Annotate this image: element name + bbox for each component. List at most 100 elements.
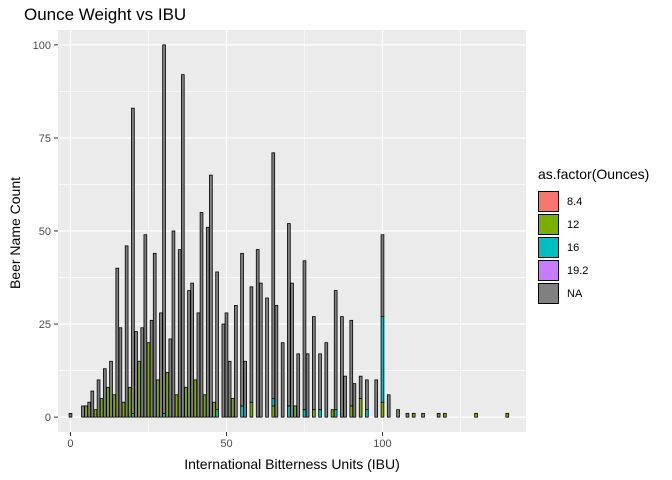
- bar-NA: [234, 305, 238, 418]
- bar-12: [474, 412, 478, 418]
- bar-NA: [280, 342, 285, 418]
- bar-NA: [199, 211, 204, 418]
- y-tick-label: 25: [39, 319, 51, 331]
- bar-12: [184, 386, 188, 418]
- bar-NA: [240, 252, 244, 407]
- bar-12: [349, 405, 354, 418]
- bar-16: [318, 409, 322, 418]
- bar-NA: [405, 412, 410, 418]
- y-tick-label: 50: [39, 226, 51, 238]
- bar-12: [146, 342, 151, 418]
- bar-16: [131, 412, 135, 418]
- bar-NA: [271, 152, 276, 399]
- bar-12: [202, 394, 207, 418]
- bar-NA: [255, 249, 260, 418]
- bar-NA: [96, 379, 101, 418]
- bar-NA: [302, 260, 307, 411]
- bar-NA: [343, 375, 347, 418]
- bar-16: [215, 409, 219, 418]
- legend-key: [538, 237, 559, 258]
- bar-12: [271, 405, 276, 418]
- legend-item: NA: [538, 282, 649, 305]
- bar-12: [93, 409, 98, 418]
- x-tick-label: 100: [373, 438, 391, 450]
- bar-NA: [380, 234, 385, 318]
- bar-12: [193, 379, 198, 418]
- bar-NA: [274, 305, 279, 418]
- y-tick-label: 0: [45, 412, 51, 424]
- bar-NA: [168, 338, 173, 418]
- bar-NA: [258, 282, 263, 418]
- x-tick-label: 0: [67, 438, 73, 450]
- bar-12: [112, 394, 116, 418]
- legend-title: as.factor(Ounces): [538, 166, 650, 182]
- bar-16: [333, 409, 338, 418]
- legend-item: 8.4: [538, 190, 649, 213]
- bar-NA: [171, 230, 176, 418]
- bar-16: [162, 412, 166, 418]
- bar-NA: [180, 74, 185, 418]
- legend-key: [538, 191, 559, 212]
- bar-NA: [118, 327, 123, 418]
- bar-12: [212, 401, 216, 418]
- bar-NA: [287, 223, 291, 407]
- legend-item: 19.2: [538, 259, 649, 282]
- bar-12: [293, 405, 297, 418]
- bar-NA: [205, 226, 210, 418]
- bar-NA: [187, 290, 191, 418]
- bar-NA: [196, 312, 201, 418]
- bar-NA: [340, 316, 344, 418]
- bar-12: [99, 398, 104, 418]
- bar-12: [230, 398, 235, 418]
- bar-NA: [81, 405, 85, 418]
- bar-16: [240, 405, 244, 418]
- bar-NA: [436, 412, 441, 418]
- bar-NA: [177, 249, 182, 418]
- bar-NA: [249, 286, 254, 403]
- bar-12: [411, 412, 416, 418]
- legend: as.factor(Ounces) 8.4 12 16 19.2 NA: [538, 166, 649, 305]
- bar-NA: [90, 390, 95, 418]
- bar-NA: [134, 331, 138, 418]
- bar-NA: [421, 412, 425, 418]
- bar-NA: [115, 267, 120, 418]
- bar-16: [271, 398, 276, 407]
- bar-NA: [131, 107, 135, 414]
- bar-NA: [221, 323, 226, 418]
- bar-NA: [215, 271, 219, 411]
- bar-12: [505, 412, 510, 418]
- bar-NA: [352, 383, 357, 418]
- bar-NA: [349, 319, 354, 407]
- bar-NA: [265, 297, 269, 418]
- bar-NA: [124, 245, 129, 418]
- legend-key: [538, 260, 559, 281]
- bar-12: [127, 386, 132, 418]
- bar-NA: [365, 379, 369, 411]
- bar-12: [443, 412, 447, 418]
- bar-NA: [305, 353, 310, 418]
- bar-NA: [333, 290, 338, 411]
- bar-NA: [149, 319, 154, 418]
- bar-NA: [312, 316, 316, 411]
- bar-12: [106, 386, 110, 418]
- legend-item: 12: [538, 213, 649, 236]
- bar-12: [249, 401, 254, 418]
- bar-NA: [162, 44, 166, 414]
- bar-12: [312, 409, 316, 418]
- bar-NA: [140, 327, 145, 418]
- legend-item: 16: [538, 236, 649, 259]
- legend-label: NA: [567, 287, 583, 300]
- bar-NA: [159, 312, 163, 418]
- bar-NA: [209, 174, 213, 418]
- legend-label: 19.2: [567, 264, 589, 277]
- bar-NA: [396, 409, 400, 418]
- bar-12: [165, 372, 170, 418]
- bar-NA: [318, 353, 322, 411]
- bar-12: [358, 398, 363, 418]
- bar-NA: [243, 360, 248, 418]
- legend-key: [538, 214, 559, 235]
- bar-NA: [224, 312, 229, 418]
- bar-16: [380, 316, 385, 403]
- bar-NA: [358, 375, 363, 399]
